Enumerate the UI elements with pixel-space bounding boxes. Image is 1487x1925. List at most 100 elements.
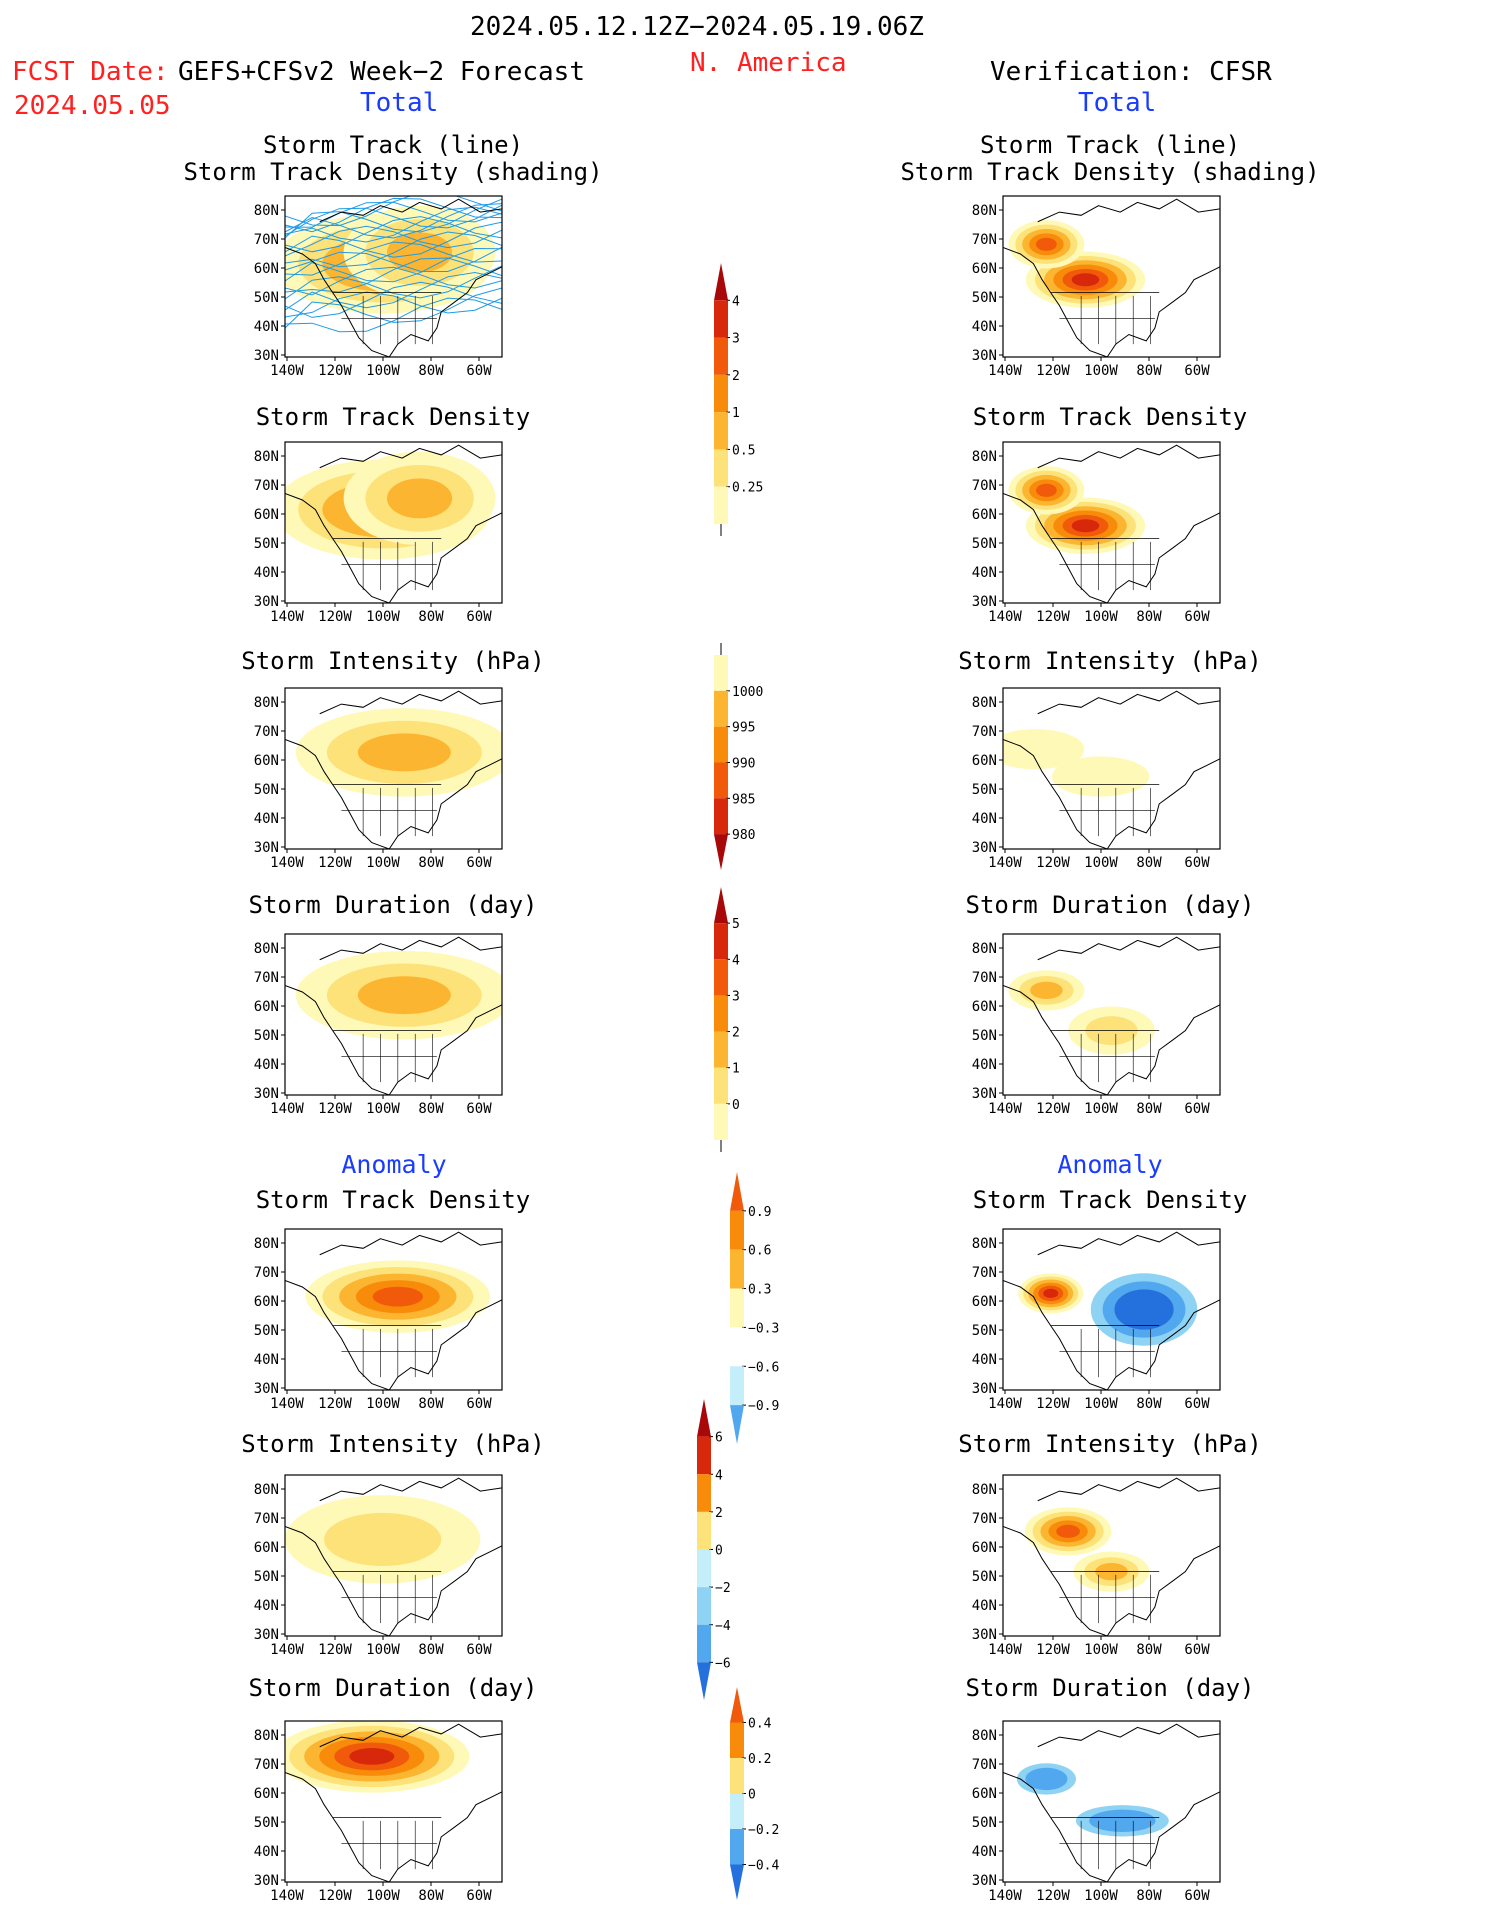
lon-label: 60W	[1184, 1888, 1210, 1904]
vf-track-title-1: Storm Track (line)	[979, 131, 1241, 159]
lat-label: 40N	[254, 1598, 279, 1614]
shade-fc-3-0-2	[357, 976, 451, 1015]
colorbar-anom-intensity-label: 0	[715, 1544, 723, 1559]
lat-label: 40N	[972, 1352, 997, 1368]
vf-map-frame-6	[1002, 1720, 1221, 1883]
lon-label: 140W	[988, 363, 1022, 379]
colorbar-anom-intensity-label: 4	[715, 1468, 723, 1483]
track-line-5	[285, 225, 502, 257]
lon-label: 100W	[1084, 609, 1118, 625]
track-line-1	[285, 201, 502, 228]
vf-anom-duration-title: Storm Duration (day)	[965, 1674, 1255, 1702]
colorbar-anom-density-label: −0.9	[748, 1399, 779, 1414]
colorbar-anom-density: 0.9 0.6 0.3 −0.3 −0.6 −0.9	[730, 1172, 779, 1444]
lat-label: 30N	[972, 1627, 997, 1643]
vf-map-frame-0	[1002, 195, 1221, 358]
colorbar-total-duration-label: 4	[732, 953, 740, 968]
lon-label: 140W	[270, 1101, 304, 1117]
lat-label: 50N	[254, 782, 279, 798]
lat-label: 40N	[254, 1844, 279, 1860]
colorbar-anom-duration: 0.4 0.2 0 −0.2 −0.4	[730, 1687, 779, 1900]
lat-label: 80N	[972, 695, 997, 711]
lat-label: 50N	[972, 1028, 997, 1044]
lon-label: 140W	[988, 609, 1022, 625]
lat-label: 50N	[254, 1323, 279, 1339]
lon-label: 100W	[1084, 1101, 1118, 1117]
lat-label: 80N	[972, 941, 997, 957]
fc-map-panel-3	[285, 936, 502, 1095]
lon-label: 60W	[1184, 363, 1210, 379]
track-line-21	[285, 203, 502, 239]
lat-label: 70N	[972, 478, 997, 494]
lat-label: 30N	[972, 840, 997, 856]
lat-label: 80N	[254, 1728, 279, 1744]
lon-label: 120W	[318, 1888, 352, 1904]
lon-label: 100W	[1084, 1396, 1118, 1412]
lon-label: 60W	[466, 1396, 492, 1412]
shade-fc-2-0-2	[357, 733, 451, 772]
lat-label: 50N	[972, 782, 997, 798]
lat-label: 60N	[972, 1786, 997, 1802]
colorbar-total-density: 4 3 2 1 0.5 0.25	[714, 263, 763, 536]
lat-label: 40N	[254, 1352, 279, 1368]
anomaly-left-label: Anomaly	[341, 1150, 447, 1179]
lat-label: 80N	[254, 1236, 279, 1252]
shade-vf-6-1-3	[1102, 1814, 1143, 1828]
lon-label: 140W	[270, 855, 304, 871]
lon-label: 60W	[1184, 1642, 1210, 1658]
lon-label: 100W	[1084, 855, 1118, 871]
fc-duration-title: Storm Duration (day)	[248, 891, 538, 919]
lon-label: 80W	[418, 1396, 444, 1412]
track-line-16	[285, 291, 502, 318]
lon-label: 100W	[1084, 1642, 1118, 1658]
track-line-19	[285, 197, 502, 233]
lon-label: 120W	[318, 609, 352, 625]
lat-label: 40N	[972, 1844, 997, 1860]
anomaly-right-label: Anomaly	[1057, 1150, 1163, 1179]
colorbar-anom-intensity-label: −6	[715, 1656, 731, 1671]
vf-map-frame-1	[1002, 441, 1221, 604]
lat-label: 70N	[254, 478, 279, 494]
lat-label: 60N	[972, 261, 997, 277]
fc-map-panel-5	[285, 1477, 502, 1636]
shade-fc-5-0-1	[324, 1512, 442, 1566]
colorbar-total-duration-label: 2	[732, 1026, 740, 1041]
lat-label: 50N	[254, 1028, 279, 1044]
region-title: N. America	[690, 48, 847, 78]
lon-label: 80W	[418, 855, 444, 871]
lon-label: 120W	[1036, 609, 1070, 625]
lat-label: 60N	[972, 507, 997, 523]
lat-label: 30N	[254, 1086, 279, 1102]
lon-label: 140W	[270, 1888, 304, 1904]
track-line-4	[285, 216, 502, 253]
fc-density-title: Storm Track Density	[255, 403, 531, 431]
colorbar-anom-duration-label: −0.2	[748, 1823, 779, 1838]
lon-label: 140W	[988, 1101, 1022, 1117]
lon-label: 80W	[1136, 855, 1162, 871]
shade-vf-1-1-4	[1036, 483, 1057, 497]
lat-label: 30N	[254, 1873, 279, 1889]
lon-label: 60W	[1184, 855, 1210, 871]
colorbar-anom-duration-label: 0	[748, 1788, 756, 1803]
track-line-18	[285, 297, 502, 333]
lon-label: 120W	[318, 1396, 352, 1412]
colorbar-anom-duration-label: −0.4	[748, 1859, 779, 1874]
lat-label: 30N	[254, 1627, 279, 1643]
lat-label: 30N	[972, 1086, 997, 1102]
lat-label: 40N	[972, 811, 997, 827]
lon-label: 80W	[1136, 1888, 1162, 1904]
lat-label: 40N	[972, 565, 997, 581]
lon-label: 60W	[466, 609, 492, 625]
shade-fc-1-1-2	[386, 478, 453, 519]
lat-label: 80N	[254, 449, 279, 465]
vf-anom-density-title: Storm Track Density	[972, 1186, 1248, 1214]
lon-label: 60W	[466, 1101, 492, 1117]
shade-vf-0-0-5	[1071, 273, 1100, 287]
lon-label: 140W	[988, 855, 1022, 871]
lon-label: 120W	[318, 855, 352, 871]
vf-intensity-title: Storm Intensity (hPa)	[958, 647, 1262, 675]
lon-label: 60W	[466, 363, 492, 379]
colorbar-total-intensity-label: 980	[732, 828, 755, 843]
lon-label: 100W	[366, 855, 400, 871]
fc-track-title-2: Storm Track Density (shading)	[183, 158, 603, 186]
